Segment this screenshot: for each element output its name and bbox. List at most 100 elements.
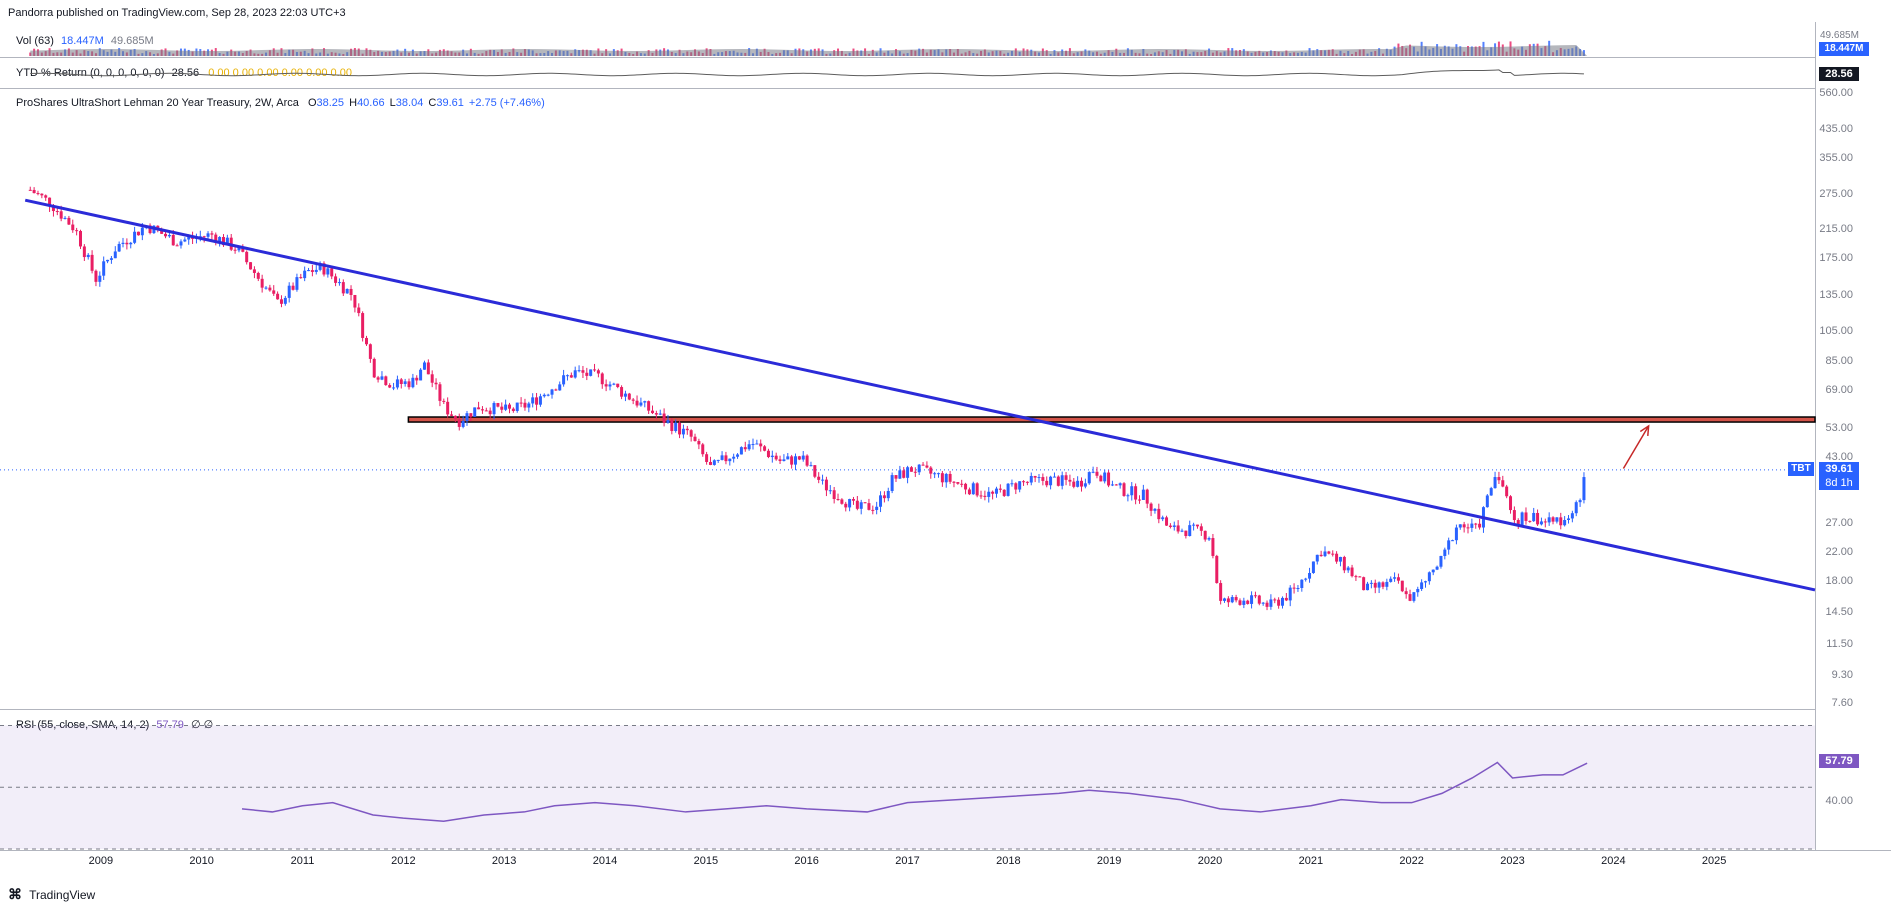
pane-separator-volume[interactable] bbox=[0, 57, 1815, 58]
candle-body bbox=[1134, 486, 1138, 500]
candle-body bbox=[1103, 472, 1107, 482]
candle-body bbox=[1335, 553, 1339, 562]
candle-body bbox=[364, 337, 368, 345]
candle-body bbox=[345, 288, 349, 294]
candle-body bbox=[538, 396, 542, 405]
candle-body bbox=[272, 290, 276, 294]
candle-body bbox=[654, 413, 658, 415]
candle-body bbox=[631, 399, 635, 401]
candle-body bbox=[218, 237, 222, 243]
candle-body bbox=[1532, 512, 1536, 522]
candle-body bbox=[1462, 524, 1466, 528]
candle-body bbox=[1076, 480, 1080, 487]
candle-body bbox=[1292, 587, 1296, 589]
candle-body bbox=[724, 455, 728, 462]
candle-body bbox=[763, 446, 767, 451]
ytd-line bbox=[30, 69, 1584, 77]
candle-body bbox=[1443, 549, 1447, 556]
candle-body bbox=[832, 490, 836, 500]
candle-body bbox=[1114, 484, 1118, 486]
candle-body bbox=[581, 370, 585, 373]
candle-body bbox=[1029, 475, 1033, 483]
candle-body bbox=[1509, 496, 1513, 511]
candle-body bbox=[623, 393, 627, 397]
candle-body bbox=[1277, 599, 1281, 606]
price-tick-label: 175.00 bbox=[1819, 252, 1853, 265]
candle-body bbox=[1536, 512, 1540, 525]
candle-body bbox=[488, 410, 492, 415]
time-axis-border bbox=[0, 850, 1891, 851]
price-tick-label: 53.00 bbox=[1825, 421, 1853, 434]
candle-body bbox=[1033, 475, 1037, 478]
price-tick-label: 22.00 bbox=[1825, 546, 1853, 559]
candle-body bbox=[577, 370, 581, 372]
candle-body bbox=[697, 441, 701, 445]
price-tick-label: 435.00 bbox=[1819, 122, 1853, 135]
candle-body bbox=[164, 233, 168, 237]
volume-legend[interactable]: Vol (63) 18.447M 49.685M bbox=[16, 34, 154, 48]
candle-body bbox=[129, 242, 133, 245]
time-tick-label: 2011 bbox=[290, 855, 315, 867]
candle-body bbox=[1497, 477, 1501, 481]
candle-body bbox=[1242, 600, 1246, 605]
volume-label: Vol (63) bbox=[16, 35, 54, 47]
candle-body bbox=[535, 397, 539, 405]
volume-ma-value: 49.685M bbox=[110, 35, 154, 47]
candle-body bbox=[1478, 523, 1482, 528]
candle-body bbox=[411, 377, 415, 388]
pane-separator-ytd[interactable] bbox=[0, 88, 1815, 89]
candle-body bbox=[759, 443, 763, 447]
candle-body bbox=[933, 473, 937, 475]
time-tick-label: 2015 bbox=[693, 855, 719, 867]
candle-body bbox=[511, 408, 515, 411]
candle-body bbox=[67, 217, 71, 225]
arrow-head bbox=[1639, 424, 1650, 436]
candle-body bbox=[109, 258, 113, 260]
candle-body bbox=[531, 397, 535, 404]
pane-separator-rsi[interactable] bbox=[0, 709, 1815, 710]
candle-body bbox=[1547, 517, 1551, 523]
candle-body bbox=[279, 299, 283, 304]
candle-body bbox=[395, 379, 399, 388]
candle-body bbox=[805, 455, 809, 466]
footer-brand: TradingView bbox=[29, 888, 96, 902]
candle-body bbox=[1454, 527, 1458, 541]
candle-body bbox=[1501, 480, 1505, 487]
candle-body bbox=[1257, 595, 1261, 604]
candle-body bbox=[446, 401, 450, 415]
candle-body bbox=[183, 239, 187, 242]
candle-body bbox=[1099, 475, 1103, 482]
main-legend[interactable]: ProShares UltraShort Lehman 20 Year Trea… bbox=[16, 96, 545, 110]
candle-body bbox=[1578, 500, 1582, 503]
candle-body bbox=[1226, 598, 1230, 603]
candle-body bbox=[341, 282, 345, 294]
candle-body bbox=[480, 409, 484, 411]
candle-body bbox=[361, 313, 365, 338]
countdown-badge: 8d 1h bbox=[1819, 476, 1859, 490]
candle-body bbox=[604, 384, 608, 387]
volume-axis-top: 49.685M bbox=[1820, 30, 1859, 41]
candle-body bbox=[256, 272, 260, 279]
candle-body bbox=[1107, 472, 1111, 486]
candle-body bbox=[469, 413, 473, 417]
candle-body bbox=[863, 502, 867, 504]
candle-body bbox=[44, 195, 48, 198]
candle-body bbox=[1188, 525, 1192, 537]
candle-body bbox=[1022, 481, 1026, 483]
candle-body bbox=[952, 481, 956, 483]
candle-body bbox=[117, 243, 121, 252]
candle-body bbox=[179, 241, 183, 246]
candle-body bbox=[1087, 472, 1091, 484]
candle-body bbox=[453, 415, 457, 420]
candle-body bbox=[894, 475, 898, 479]
candle-body bbox=[701, 444, 705, 455]
candle-body bbox=[1404, 591, 1408, 595]
ytd-axis-badge: 28.56 bbox=[1819, 67, 1859, 81]
candle-body bbox=[310, 270, 314, 272]
candle-body bbox=[693, 436, 697, 442]
candle-body bbox=[500, 406, 504, 410]
candle-body bbox=[836, 499, 840, 501]
ytd-legend[interactable]: YTD % Return (0, 0, 0, 0, 0, 0) 28.56 0.… bbox=[16, 66, 352, 80]
price-tick-label: 7.60 bbox=[1831, 697, 1853, 710]
